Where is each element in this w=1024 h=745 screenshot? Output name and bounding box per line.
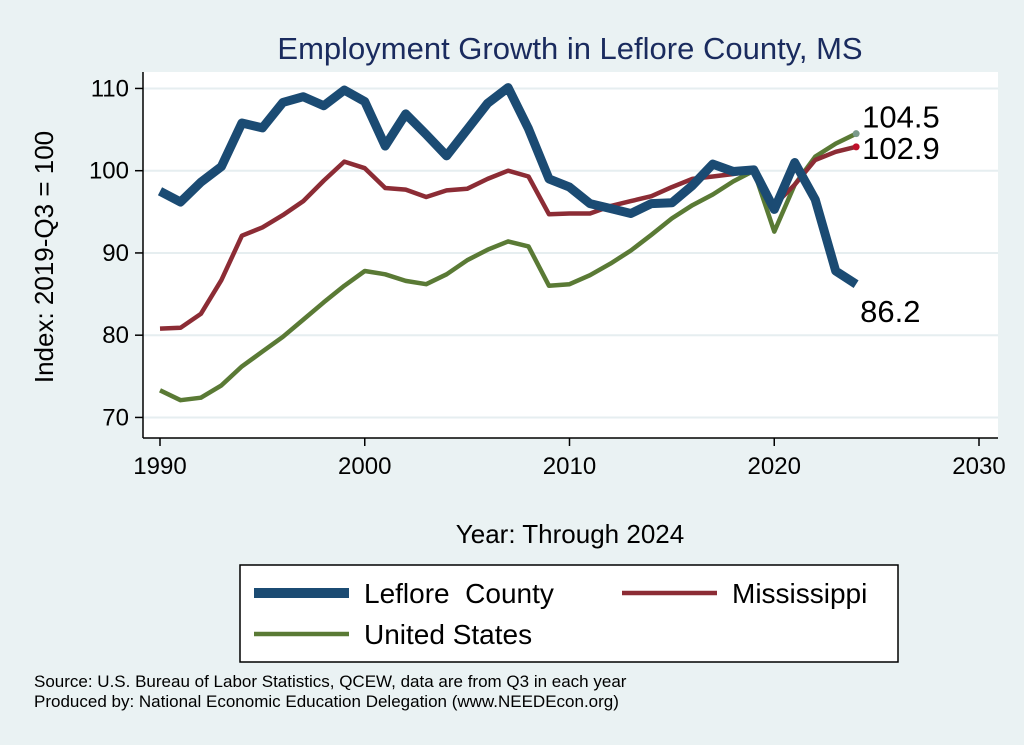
y-tick-label: 110 <box>91 75 129 102</box>
x-tick-label: 1990 <box>133 453 186 480</box>
y-axis-title: Index: 2019-Q3 = 100 <box>29 131 59 383</box>
producer-note: Produced by: National Economic Education… <box>34 692 619 711</box>
chart-title: Employment Growth in Leflore County, MS <box>277 31 862 66</box>
source-note: Source: U.S. Bureau of Labor Statistics,… <box>34 672 627 691</box>
axes: 70 80 90 100 110 1990 2000 2010 2020 2030 <box>89 72 1006 480</box>
series-lines <box>157 83 859 403</box>
y-tick-label: 100 <box>89 158 129 185</box>
legend-label: United States <box>364 619 532 650</box>
end-value-label: 102.9 <box>862 131 940 166</box>
legend-box <box>239 564 899 663</box>
legend-label: Leflore County <box>364 578 554 609</box>
end-value-label: 86.2 <box>860 294 920 329</box>
x-tick-label: 2030 <box>952 453 1005 480</box>
end-value-label: 104.5 <box>862 100 940 135</box>
legend-label: Mississippi <box>732 578 867 609</box>
legend: Leflore County Mississippi United States <box>239 564 899 663</box>
x-tick-label: 2020 <box>748 453 801 480</box>
y-tick-label: 70 <box>102 404 129 431</box>
y-tick-label: 80 <box>102 322 129 349</box>
end-point-marker <box>852 130 860 138</box>
series-line-leflore-county <box>157 83 859 288</box>
x-tick-label: 2010 <box>543 453 596 480</box>
y-tick-label: 90 <box>102 240 129 267</box>
x-tick-label: 2000 <box>338 453 391 480</box>
end-point-marker <box>852 143 860 151</box>
series-line-united-states <box>159 131 858 403</box>
x-axis-title: Year: Through 2024 <box>456 519 684 549</box>
